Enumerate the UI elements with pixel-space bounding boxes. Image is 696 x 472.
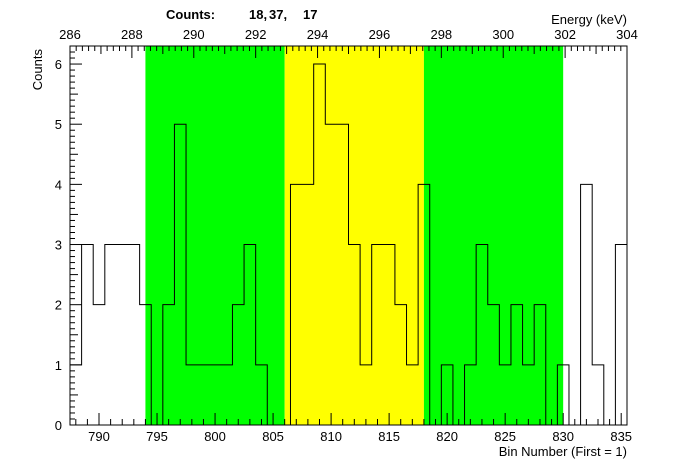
x-tick-label: 800: [204, 429, 226, 444]
histogram-series: [70, 63, 627, 426]
histogram-line: [70, 63, 627, 426]
energy-tick-label: 302: [554, 27, 576, 42]
y-tick-label: 1: [55, 358, 62, 373]
energy-tick-label: 298: [430, 27, 452, 42]
y-tick-label: 4: [55, 177, 62, 192]
y-tick-label: 2: [55, 298, 62, 313]
x-tick-label: 830: [552, 429, 574, 444]
energy-tick-label: 300: [492, 27, 514, 42]
y-tick-label: 3: [55, 238, 62, 253]
highlight-regions: [145, 46, 564, 425]
energy-tick-label: 304: [616, 27, 638, 42]
region-peak: [284, 46, 424, 425]
energy-tick-label: 288: [121, 27, 143, 42]
x-tick-label: 815: [378, 429, 400, 444]
x-tick-label: 795: [146, 429, 168, 444]
x-tick-label: 810: [320, 429, 342, 444]
x-axis-title: Bin Number (First = 1): [499, 444, 627, 459]
energy-tick-label: 286: [59, 27, 81, 42]
y-axis-title: Counts: [30, 49, 45, 91]
y-tick-label: 6: [55, 57, 62, 72]
counts-value-peak: 37,: [269, 7, 287, 22]
region-right-background: [423, 46, 564, 425]
energy-tick-label: 294: [307, 27, 329, 42]
x-tick-label: 820: [436, 429, 458, 444]
y-tick-label: 5: [55, 117, 62, 132]
energy-tick-label: 296: [369, 27, 391, 42]
x-tick-label: 790: [88, 429, 110, 444]
region-left-background: [145, 46, 285, 425]
counts-value-right: 17: [303, 7, 317, 22]
x-tick-label: 835: [610, 429, 632, 444]
counts-value-left: 18,: [249, 7, 267, 22]
x-tick-label: 825: [494, 429, 516, 444]
energy-tick-label: 290: [183, 27, 205, 42]
x-tick-label: 805: [262, 429, 284, 444]
energy-axis-title: Energy (keV): [551, 12, 627, 27]
energy-tick-label: 292: [245, 27, 267, 42]
axes: 790 795 800 805 810 815 820 825 830 835 286 288 290 2…: [55, 27, 638, 444]
y-tick-label: 0: [55, 418, 62, 433]
counts-label: Counts:: [166, 7, 215, 22]
